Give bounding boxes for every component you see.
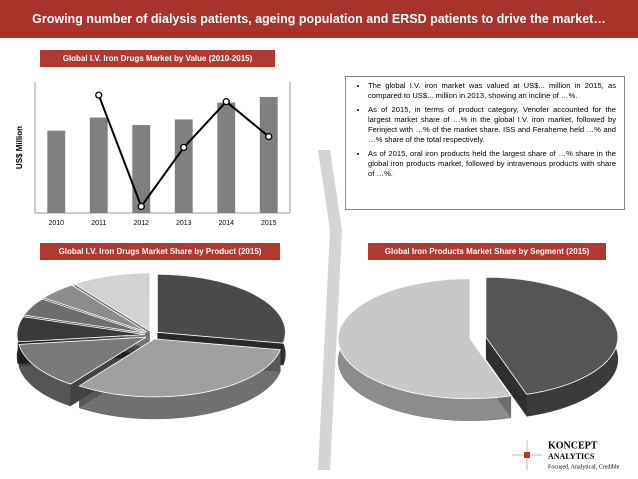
x-tick-label: 2011 (91, 220, 106, 227)
bullet: As of 2015, oral iron products held the … (368, 149, 616, 179)
pie-slice (23, 298, 146, 334)
chevron (318, 150, 342, 470)
pie-slice (16, 316, 146, 343)
line-marker (265, 132, 273, 141)
pie-slice (78, 338, 281, 398)
logo-name: ANALYTICS (548, 452, 595, 461)
bar (47, 130, 66, 213)
x-tick-label: 2014 (218, 220, 234, 227)
logo-name: KONCEPT (548, 440, 598, 451)
pie-slice (337, 278, 512, 400)
bar (89, 117, 108, 213)
pie-slice (156, 273, 286, 344)
pie-slice (42, 284, 148, 333)
section-title: Global Iron Products Market Share by Seg… (368, 243, 606, 260)
bullet: The global I.V. iron market was valued a… (368, 81, 616, 101)
logo-icon (512, 440, 542, 470)
pie-slice (485, 276, 619, 395)
text-box: The global I.V. iron market was valued a… (345, 76, 625, 210)
bar (217, 102, 236, 213)
pie-side (485, 337, 527, 417)
bar (174, 119, 193, 213)
bullet: As of 2015, in terms of product category… (368, 105, 616, 145)
x-tick-label: 2015 (261, 220, 277, 227)
x-tick-label: 2013 (176, 220, 192, 227)
line-marker (137, 202, 145, 211)
header-title: Growing number of dialysis patients, age… (0, 0, 638, 38)
logo-tagline: Focused, Analytical, Credible (548, 464, 620, 470)
x-tick-label: 2012 (133, 220, 149, 227)
bar (259, 96, 278, 213)
section-title: Global I.V. Iron Drugs Market by Value (… (40, 50, 275, 67)
y-axis-label: US$ Million (15, 126, 24, 169)
line-marker (95, 91, 103, 99)
pie-slice (73, 272, 151, 332)
line-marker (222, 98, 230, 106)
bar (132, 125, 151, 213)
line-marker (180, 143, 188, 152)
section-title: Global I.V. Iron Drugs Market Share by P… (40, 243, 280, 260)
x-tick-label: 2010 (48, 220, 64, 227)
pie-slice (18, 336, 147, 385)
